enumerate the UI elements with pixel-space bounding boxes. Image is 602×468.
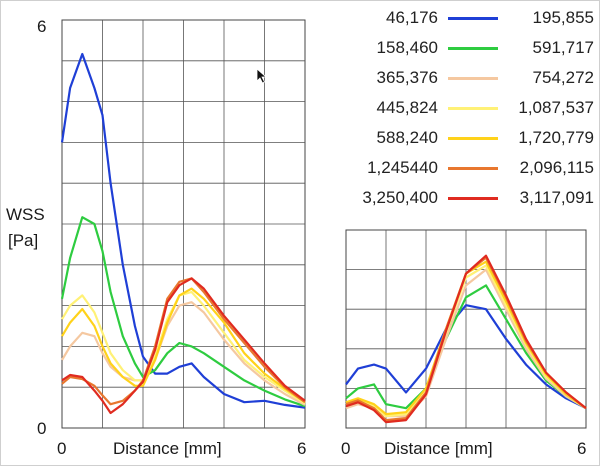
legend-swatch-line xyxy=(448,167,498,170)
legend-right-value: 1,720,779 xyxy=(518,128,594,147)
legend-right-value: 3,117,091 xyxy=(519,188,594,207)
legend-left-value: 46,176 xyxy=(386,8,438,27)
legend-right-value: 754,272 xyxy=(532,68,594,87)
right-series-line-2 xyxy=(345,284,587,410)
left-plot xyxy=(60,19,306,429)
legend-right-value: 1,087,537 xyxy=(518,98,594,117)
right-x-tick-start: 0 xyxy=(341,439,350,458)
right-x-label: Distance [mm] xyxy=(384,439,493,458)
left-series-line-5 xyxy=(61,287,306,404)
legend-swatch-line xyxy=(448,17,498,20)
legend-swatch-line xyxy=(448,77,498,80)
legend-left-value: 158,460 xyxy=(376,38,438,57)
legend-left-value: 3,250,400 xyxy=(362,188,438,207)
right-plot xyxy=(345,229,587,429)
legend-left-value: 588,240 xyxy=(376,128,438,147)
left-x-tick-start: 0 xyxy=(57,439,66,458)
legend-swatch-line xyxy=(448,107,498,110)
left-y-tick-bottom: 0 xyxy=(37,419,46,438)
legend-swatch-line xyxy=(448,47,498,50)
left-y-label-line1: WSS xyxy=(6,205,45,224)
left-series-line-7 xyxy=(61,277,306,415)
legend-swatch-line xyxy=(448,137,498,140)
left-series-line-2 xyxy=(60,216,306,408)
legend-left-value: 1,245440 xyxy=(367,158,438,177)
legend-swatch-line xyxy=(448,197,498,200)
right-x-tick-end: 6 xyxy=(577,439,586,458)
left-series-line-1 xyxy=(60,52,306,409)
right-series-line-7 xyxy=(345,254,587,424)
mouse-pointer-icon xyxy=(256,68,268,84)
left-y-tick-top: 6 xyxy=(37,17,46,36)
legend-right-value: 195,855 xyxy=(532,8,594,27)
left-y-label-line2: [Pa] xyxy=(8,231,38,250)
legend-right-value: 591,717 xyxy=(532,38,594,57)
legend: 46,176 195,855 158,460 591,717 365,376 754,27… xyxy=(336,8,598,222)
left-x-label: Distance [mm] xyxy=(113,439,222,458)
legend-right-value: 2,096,115 xyxy=(519,158,594,177)
left-x-tick-end: 6 xyxy=(297,439,306,458)
legend-left-value: 365,376 xyxy=(376,68,438,87)
legend-left-value: 445,824 xyxy=(376,98,438,117)
